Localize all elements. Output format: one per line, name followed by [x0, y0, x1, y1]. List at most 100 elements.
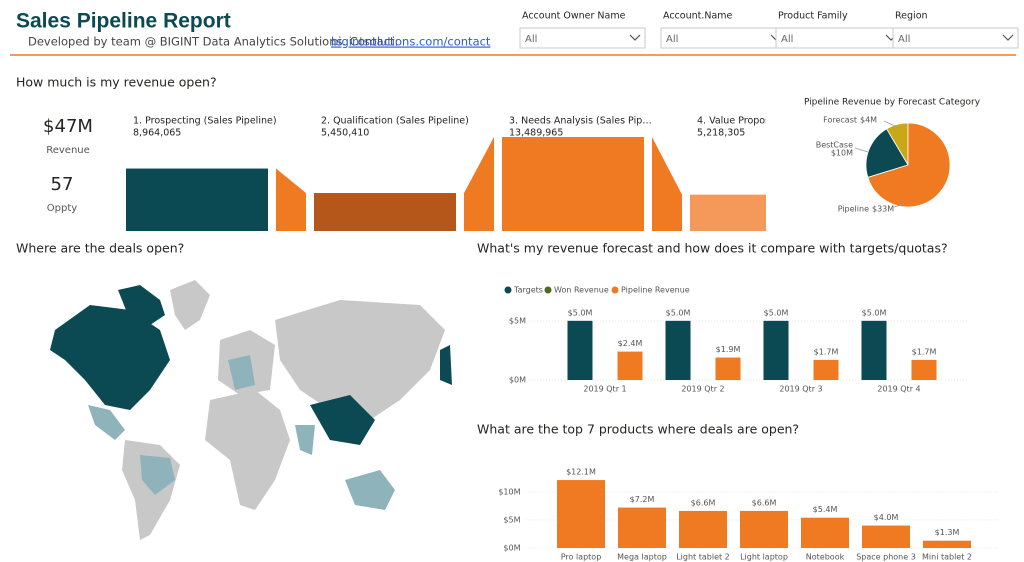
x-tick-label: Pro laptop [561, 553, 602, 562]
map-region [88, 405, 125, 440]
funnel-chart: 1. Prospecting (Sales Pipeline)8,964,065… [126, 116, 773, 231]
data-label: $1.7M [814, 347, 839, 356]
filter-value: All [525, 34, 537, 45]
bar [813, 359, 839, 380]
map-region [295, 425, 315, 455]
funnel-connector [652, 137, 682, 231]
data-label: $6.6M [752, 498, 777, 507]
y-tick-label: $5M [503, 515, 520, 524]
bar [923, 540, 971, 548]
funnel-connector [464, 137, 494, 231]
x-tick-label: Mega laptop [617, 553, 667, 562]
filter-label: Account Owner Name [522, 11, 626, 22]
data-label: $7.2M [630, 495, 655, 504]
map-region [440, 345, 452, 385]
data-label: $12.1M [566, 468, 596, 477]
contact-link[interactable]: bigintsolutions.com/contact [331, 35, 491, 49]
y-tick-label: $5M [509, 316, 526, 325]
filter-dropdown[interactable] [519, 27, 646, 49]
bar [715, 357, 741, 380]
data-label: $4.0M [874, 513, 899, 522]
kpi-value: $47M [43, 116, 93, 137]
filter-label: Account.Name [663, 11, 733, 22]
filter-dropdown[interactable] [775, 27, 902, 49]
kpi-value: 57 [51, 174, 74, 195]
bar [861, 320, 887, 380]
funnel-bar [314, 193, 456, 231]
funnel-stage-label: 3. Needs Analysis (Sales Pip… [509, 116, 652, 127]
legend-label: Targets [513, 286, 543, 295]
map-region [170, 280, 210, 330]
pie-value-label: $10M [831, 149, 853, 158]
bar [557, 480, 605, 548]
funnel-bar [690, 194, 766, 231]
map-region [50, 305, 170, 410]
data-label: $5.0M [764, 308, 789, 317]
legend-label: Won Revenue [554, 286, 609, 295]
bar [618, 507, 666, 548]
map-region [310, 395, 375, 445]
legend-marker [504, 286, 512, 294]
legend-label: Pipeline Revenue [621, 286, 690, 295]
data-label: $5.0M [666, 308, 691, 317]
data-label: $6.6M [691, 498, 716, 507]
bar [665, 320, 691, 380]
report-title: Sales Pipeline Report [16, 10, 231, 33]
funnel-stage-value: 8,964,065 [133, 128, 181, 139]
world-map [50, 280, 452, 540]
pie-leader-line [854, 147, 869, 153]
pie-leader-line [893, 203, 905, 208]
data-label: $5.4M [813, 505, 838, 514]
bar [862, 525, 910, 548]
bar [763, 320, 789, 380]
filter-value: All [666, 34, 678, 45]
y-tick-label: $0M [509, 376, 526, 385]
pie-slice [867, 122, 951, 208]
filter-value: All [898, 34, 910, 45]
x-tick-label: Light tablet 2 [676, 553, 730, 562]
bar [567, 320, 593, 380]
funnel-stage-value: 13,489,965 [509, 128, 563, 139]
kpi-label: Oppty [47, 203, 77, 214]
map-region [140, 455, 175, 495]
bar [679, 510, 727, 548]
funnel-stage-label: 4. Value Proposi [697, 116, 773, 127]
map-region [275, 300, 445, 420]
section-title: How much is my revenue open? [16, 75, 217, 90]
filter-dropdown[interactable] [892, 27, 1019, 49]
y-tick-label: $0M [503, 544, 520, 553]
x-tick-label: 2019 Qtr 1 [583, 385, 626, 394]
x-tick-label: 2019 Qtr 3 [779, 385, 822, 394]
dropdown-chevron [629, 34, 641, 41]
kpi-label: Revenue [46, 145, 90, 156]
x-tick-label: Space phone 3 [856, 553, 916, 562]
funnel-bar [126, 168, 268, 231]
data-label: $5.0M [568, 308, 593, 317]
filter-value: All [781, 34, 793, 45]
x-tick-label: Mini tablet 2 [922, 553, 972, 562]
pie-slice [865, 128, 909, 178]
filter-label: Product Family [778, 11, 848, 22]
data-label: $1.3M [935, 528, 960, 537]
funnel-stage-label: 2. Qualification (Sales Pipeline) [321, 116, 469, 127]
map-region [205, 390, 290, 510]
x-tick-label: Notebook [806, 553, 845, 562]
data-label: $5.0M [862, 308, 887, 317]
filter-dropdown[interactable] [660, 27, 787, 49]
report-subtitle: Developed by team @ BIGINT Data Analytic… [28, 35, 398, 49]
chart-title: What are the top 7 products where deals … [477, 422, 799, 437]
bar [740, 510, 788, 548]
chart-title: What's my revenue forecast and how does … [477, 241, 948, 256]
pie-value-label: $33M [872, 205, 894, 214]
bar [801, 517, 849, 548]
data-label: $2.4M [618, 339, 643, 348]
y-tick-label: $10M [498, 487, 520, 496]
filter-label: Region [895, 11, 928, 22]
legend-marker [611, 286, 619, 294]
x-tick-label: 2019 Qtr 2 [681, 385, 724, 394]
pie-leader-line [883, 120, 898, 128]
pie-value-label: $4M [860, 116, 877, 125]
x-tick-label: 2019 Qtr 4 [877, 385, 920, 394]
bar [617, 351, 643, 380]
